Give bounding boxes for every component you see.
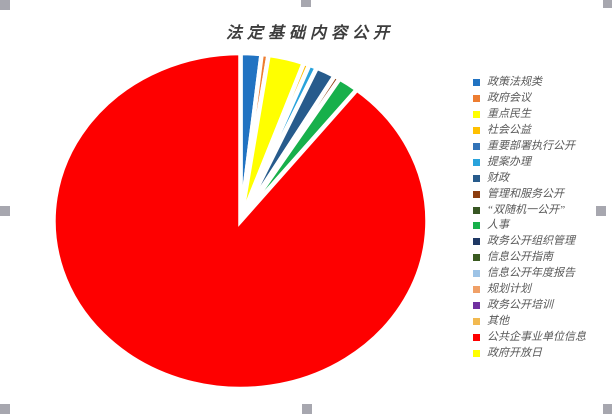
pie-slice-16[interactable] <box>51 50 430 392</box>
legend-item[interactable]: 管理和服务公开 <box>473 186 586 202</box>
legend-swatch <box>473 222 480 230</box>
legend-item[interactable]: 政府开放日 <box>473 345 586 361</box>
legend-label: 人事 <box>487 219 509 232</box>
legend-label: 政务公开组织管理 <box>487 235 575 248</box>
legend-label: 其他 <box>487 314 509 327</box>
legend-label: 信息公开年度报告 <box>487 267 575 280</box>
selection-handle-bottom-left[interactable] <box>0 404 10 414</box>
legend-swatch <box>473 143 480 150</box>
legend-swatch <box>473 301 480 309</box>
legend-item[interactable]: 社会公益 <box>473 123 586 139</box>
legend-label: 规划计划 <box>487 283 531 296</box>
legend-swatch <box>473 238 480 246</box>
legend-item[interactable]: 政务公开组织管理 <box>473 234 586 250</box>
legend-item[interactable]: 政府会议 <box>473 91 586 107</box>
selection-handle-top-center[interactable] <box>301 0 311 7</box>
legend-label: 重点民生 <box>487 108 531 121</box>
legend-label: 政务公开培训 <box>487 298 553 311</box>
legend-label: 社会公益 <box>487 124 531 137</box>
selection-handle-middle-right[interactable] <box>596 206 606 216</box>
legend-item[interactable]: 政务公开培训 <box>473 297 586 313</box>
selection-handle-bottom-center[interactable] <box>302 404 312 414</box>
selection-handle-bottom-right[interactable] <box>603 404 612 414</box>
legend-swatch <box>473 158 480 166</box>
legend-item[interactable]: 信息公开指南 <box>473 250 586 266</box>
legend-swatch <box>473 317 480 325</box>
legend-swatch <box>473 349 480 357</box>
legend-swatch <box>473 127 480 135</box>
legend-item[interactable]: 提案办理 <box>473 154 586 170</box>
selection-handle-middle-left[interactable] <box>0 206 10 216</box>
legend-item[interactable]: 信息公开年度报告 <box>473 266 586 282</box>
legend-label: 政府会议 <box>487 92 531 105</box>
legend-swatch <box>473 286 480 294</box>
legend-swatch <box>473 333 480 341</box>
legend-label: 重要部署执行公开 <box>487 140 575 152</box>
legend-swatch <box>473 190 480 198</box>
legend-item[interactable]: 财政 <box>473 170 586 186</box>
legend-label: 管理和服务公开 <box>487 187 564 200</box>
legend-label: 公共企事业单位信息 <box>487 330 586 343</box>
legend-item[interactable]: 规划计划 <box>473 282 586 298</box>
legend-swatch <box>473 270 480 278</box>
legend-item[interactable]: 公共企事业单位信息 <box>473 329 586 345</box>
legend-label: 信息公开指南 <box>487 251 553 264</box>
legend-swatch <box>473 111 480 119</box>
legend-label: 政策法规类 <box>487 76 542 89</box>
legend-item[interactable]: 人事 <box>473 218 586 234</box>
legend-label: 财政 <box>487 171 509 184</box>
legend-item[interactable]: 重点民生 <box>473 107 586 123</box>
legend-label: 提案办理 <box>487 155 531 168</box>
legend-label: “双随机一公开” <box>487 203 566 216</box>
selection-handle-top-left[interactable] <box>0 0 10 10</box>
legend-item[interactable]: 其他 <box>473 313 586 329</box>
selection-handle-top-right[interactable] <box>603 0 612 8</box>
legend-item[interactable]: “双随机一公开” <box>473 202 586 218</box>
legend-swatch <box>473 206 480 214</box>
legend-swatch <box>473 95 480 103</box>
legend-swatch <box>473 79 480 87</box>
legend-swatch <box>473 254 480 262</box>
legend-label: 政府开放日 <box>487 346 542 359</box>
chart-legend: 政策法规类政府会议重点民生社会公益重要部署执行公开 提案办理财政管理和服务公开 “双… <box>473 75 586 361</box>
legend-item[interactable]: 政策法规类 <box>473 75 586 91</box>
legend-swatch <box>473 174 480 182</box>
legend-item[interactable]: 重要部署执行公开 <box>473 139 586 155</box>
chart-title[interactable]: 法定基础内容公开 <box>225 25 395 42</box>
